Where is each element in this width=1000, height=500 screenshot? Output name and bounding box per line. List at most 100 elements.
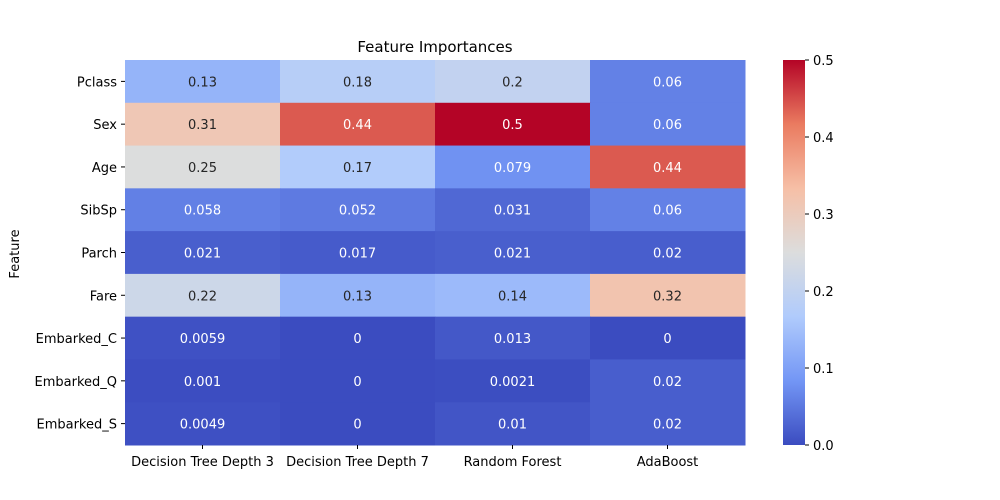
heatmap-cell: [280, 60, 436, 104]
cell-value-label: 0.5: [502, 118, 523, 133]
cell-value-label: 0.013: [494, 332, 531, 347]
heatmap-cell: [435, 359, 591, 403]
y-axis-label: Feature: [8, 229, 23, 278]
y-tick-label: Embarked_C: [36, 332, 117, 347]
cell-value-label: 0.021: [494, 247, 531, 262]
cell-value-label: 0.31: [188, 118, 217, 133]
heatmap-cell: [435, 231, 591, 275]
cell-value-label: 0.06: [653, 75, 682, 90]
heatmap-cell: [590, 231, 746, 275]
heatmap-cell: [435, 273, 591, 318]
colorbar-ticks: 0.0 0.1 0.2 0.3 0.4 0.5: [805, 54, 834, 454]
heatmap-cell: [590, 60, 746, 104]
heatmap-cell: [280, 188, 436, 232]
cell-value-label: 0.052: [339, 204, 376, 219]
y-tick-label: SibSp: [80, 204, 117, 219]
heatmap-cell: [280, 359, 436, 403]
cell-value-label: 0.2: [502, 75, 523, 90]
heatmap-cell: [590, 145, 746, 189]
heatmap-cell: [590, 359, 746, 403]
heatmap-cells: [125, 60, 746, 446]
heatmap-cell: [280, 316, 436, 360]
heatmap-cell: [280, 102, 436, 147]
cell-value-label: 0.25: [188, 161, 217, 176]
y-tick-label: Pclass: [77, 75, 117, 90]
cell-value-label: 0.001: [184, 375, 221, 390]
colorbar-tick-label: 0.2: [813, 285, 834, 300]
heatmap-cell: [280, 402, 436, 446]
heatmap-cell: [435, 402, 591, 446]
heatmap-cell: [590, 188, 746, 232]
cell-value-label: 0: [353, 418, 361, 433]
heatmap-cell: [125, 145, 281, 189]
y-tick-label: Fare: [90, 289, 117, 304]
heatmap-cell: [125, 359, 281, 403]
heatmap-cell: [125, 316, 281, 360]
cell-value-label: 0.021: [184, 247, 221, 262]
x-tick-label: Decision Tree Depth 7: [286, 455, 429, 470]
cell-value-label: 0.13: [343, 289, 372, 304]
cell-value-label: 0.02: [653, 418, 682, 433]
heatmap-cell: [280, 145, 436, 189]
colorbar-tick-label: 0.0: [813, 439, 834, 454]
colorbar-tick-label: 0.1: [813, 362, 834, 377]
y-axis-ticks: Pclass Sex Age SibSp Parch Fare Embarked_C Emba…: [35, 75, 125, 433]
y-tick-label: Sex: [93, 118, 117, 133]
heatmap-cell: [590, 316, 746, 360]
heatmap-cell: [125, 231, 281, 275]
cell-value-label: 0.031: [494, 204, 531, 219]
colorbar-tick-label: 0.3: [813, 208, 834, 223]
heatmap-cell: [125, 273, 281, 318]
cell-value-label: 0.0049: [180, 418, 226, 433]
cell-value-label: 0.06: [653, 118, 682, 133]
cell-value-label: 0: [353, 332, 361, 347]
heatmap-cell: [280, 273, 436, 318]
heatmap-cell: [125, 188, 281, 232]
cell-value-label: 0.0021: [490, 375, 536, 390]
x-tick-label: Random Forest: [464, 455, 562, 470]
heatmap-cell: [590, 273, 746, 318]
heatmap-cell: [435, 145, 591, 189]
cell-value-label: 0.44: [653, 161, 682, 176]
x-tick-label: Decision Tree Depth 3: [131, 455, 274, 470]
cell-value-label: 0.017: [339, 247, 376, 262]
cell-value-label: 0.0059: [180, 332, 226, 347]
heatmap-cell: [435, 316, 591, 360]
heatmap-cell: [280, 231, 436, 275]
y-tick-label: Embarked_Q: [35, 375, 118, 390]
heatmap-cell: [125, 402, 281, 446]
cell-value-label: 0: [353, 375, 361, 390]
heatmap-cell: [435, 102, 591, 147]
cell-value-label: 0.18: [343, 75, 372, 90]
heatmap-cell: [590, 102, 746, 147]
cell-value-label: 0.02: [653, 375, 682, 390]
y-tick-label: Embarked_S: [36, 418, 117, 433]
cell-value-label: 0.17: [343, 161, 372, 176]
heatmap-cell: [435, 60, 591, 104]
cell-value-label: 0.32: [653, 289, 682, 304]
cell-value-label: 0.06: [653, 204, 682, 219]
cell-value-label: 0.44: [343, 118, 372, 133]
cell-value-label: 0.14: [498, 289, 527, 304]
heatmap-cell-labels: 0.13 0.18 0.2 0.06 0.31 0.44 0.5 0.06 0.25 0.17 0.…: [180, 75, 682, 432]
x-axis-ticks: Decision Tree Depth 3 Decision Tree Depth…: [131, 445, 698, 470]
heatmap-cell: [435, 188, 591, 232]
cell-value-label: 0.02: [653, 247, 682, 262]
y-tick-label: Parch: [81, 247, 117, 262]
cell-value-label: 0.13: [188, 75, 217, 90]
cell-value-label: 0.079: [494, 161, 531, 176]
x-tick-label: AdaBoost: [637, 455, 699, 470]
colorbar-tick-label: 0.4: [813, 131, 834, 146]
heatmap-cell: [590, 402, 746, 446]
heatmap-cell: [125, 60, 281, 104]
chart-title: Feature Importances: [357, 38, 512, 56]
heatmap-cell: [125, 102, 281, 147]
y-tick-label: Age: [92, 161, 117, 176]
colorbar: [783, 60, 805, 445]
cell-value-label: 0.01: [498, 418, 527, 433]
colorbar-tick-label: 0.5: [813, 54, 834, 69]
cell-value-label: 0.058: [184, 204, 221, 219]
cell-value-label: 0.22: [188, 289, 217, 304]
cell-value-label: 0: [663, 332, 671, 347]
